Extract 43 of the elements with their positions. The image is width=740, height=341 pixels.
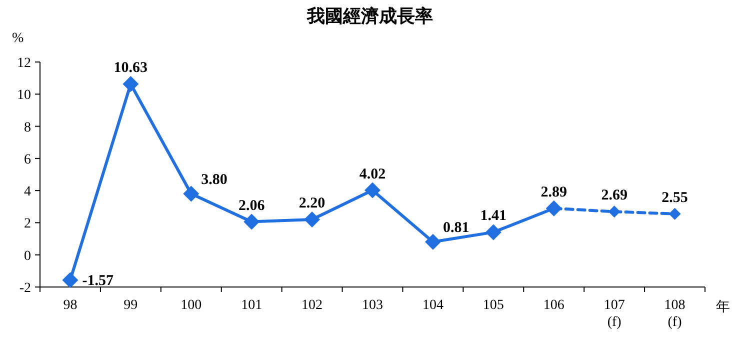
y-tick-label: 2 xyxy=(24,216,31,232)
x-tick-label: 107 (f) xyxy=(604,298,625,330)
y-tick-label: 12 xyxy=(17,56,31,71)
data-label: 4.02 xyxy=(359,166,386,182)
point xyxy=(244,214,260,230)
data-label: -1.57 xyxy=(82,273,114,290)
point xyxy=(122,76,139,92)
x-tick-label: 104 xyxy=(422,298,444,313)
x-axis-title: 年 xyxy=(716,299,730,315)
data-label: 3.80 xyxy=(201,172,228,188)
data-label: 2.89 xyxy=(540,184,567,200)
data-label: 2.55 xyxy=(662,190,688,206)
data-label: 2.06 xyxy=(238,198,266,214)
y-axis-title: % xyxy=(12,31,24,46)
point xyxy=(668,208,681,220)
point xyxy=(183,186,200,202)
data-label: 0.81 xyxy=(442,220,470,236)
data-label: 2.20 xyxy=(298,196,326,212)
x-tick-label: 103 xyxy=(362,298,383,313)
x-tick-label: 106 xyxy=(543,298,564,313)
data-label: 2.69 xyxy=(601,188,628,204)
point xyxy=(364,182,380,198)
point xyxy=(608,206,620,218)
x-tick-label: 105 xyxy=(482,298,504,313)
y-tick-label: 6 xyxy=(24,152,31,168)
y-tick-label: -2 xyxy=(19,281,31,296)
point xyxy=(424,234,441,250)
x-tick-label: 101 xyxy=(241,298,262,313)
y-tick-label: 8 xyxy=(24,120,31,136)
x-tick-label: 108 (f) xyxy=(664,298,686,330)
y-tick-label: 0 xyxy=(24,248,31,264)
data-label: 10.63 xyxy=(114,60,148,76)
x-tick-label: 100 xyxy=(180,298,202,313)
x-tick-label: 98 xyxy=(63,298,78,313)
x-tick-label: 102 xyxy=(302,298,323,313)
y-tick-label: 10 xyxy=(17,88,31,104)
point xyxy=(62,272,78,288)
x-tick-label: 99 xyxy=(124,298,138,313)
data-label: 1.41 xyxy=(480,208,507,224)
point xyxy=(304,212,320,228)
y-tick-label: 4 xyxy=(24,184,31,200)
chart-title: 我國經濟成長率 xyxy=(306,6,433,26)
point xyxy=(485,224,502,240)
